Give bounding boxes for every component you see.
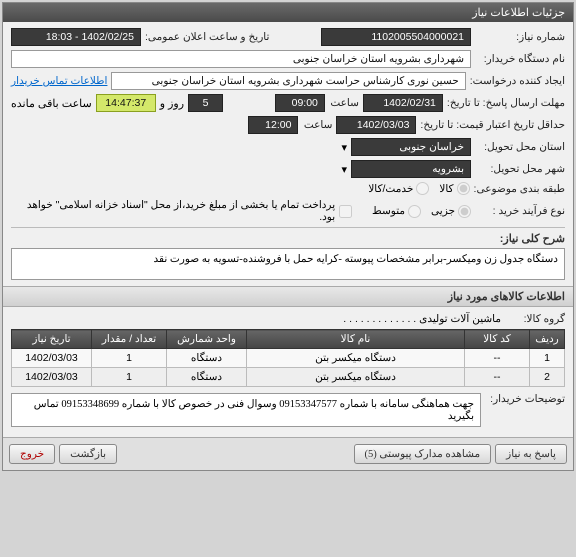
row-validity: حداقل تاریخ اعتبار قیمت: تا تاریخ: 1402/…	[11, 116, 565, 134]
table-header-cell: نام کالا	[247, 330, 465, 349]
footer-buttons: پاسخ به نیاز مشاهده مدارک پیوستی (5) باز…	[3, 437, 573, 470]
row-province: استان محل تحویل: خراسان جنوبی ▾	[11, 138, 565, 156]
table-row[interactable]: 2--دستگاه میکسر بتندستگاه11402/03/03	[12, 368, 565, 387]
announce-field: 1402/02/25 - 18:03	[11, 28, 141, 46]
radio-service[interactable]: خدمت/کالا	[368, 182, 429, 195]
payment-checkbox[interactable]	[339, 205, 352, 218]
items-body: گروه کالا: ماشین آلات تولیدی . . . . . .…	[3, 307, 573, 437]
row-city: شهر محل تحویل: بشرویه ▾	[11, 160, 565, 178]
exit-button[interactable]: خروج	[9, 444, 55, 464]
row-notes: توضیحات خریدار: جهت هماهنگی سامانه با شم…	[11, 393, 565, 427]
table-header-cell: تاریخ نیاز	[12, 330, 92, 349]
dropdown-icon-1[interactable]: ▾	[341, 141, 347, 154]
table-cell: 1	[92, 368, 167, 387]
attachments-button[interactable]: مشاهده مدارک پیوستی (5)	[354, 444, 492, 464]
table-header-cell: ردیف	[530, 330, 565, 349]
need-no-field: 1102005504000021	[321, 28, 471, 46]
dropdown-icon-2[interactable]: ▾	[341, 163, 347, 176]
process-label: نوع فرآیند خرید :	[475, 205, 565, 217]
table-cell: --	[465, 368, 530, 387]
category-radios: کالا خدمت/کالا	[368, 182, 469, 195]
table-cell: 1	[530, 349, 565, 368]
table-header-cell: تعداد / مقدار	[92, 330, 167, 349]
buyer-label: نام دستگاه خریدار:	[475, 53, 565, 65]
table-header-cell: کد کالا	[465, 330, 530, 349]
panel-body: شماره نیاز: 1102005504000021 تاریخ و ساع…	[3, 22, 573, 286]
radio-goods-input[interactable]	[457, 182, 470, 195]
table-row[interactable]: 1--دستگاه میکسر بتندستگاه11402/03/03	[12, 349, 565, 368]
deadline-time: 09:00	[275, 94, 325, 112]
contact-link[interactable]: اطلاعات تماس خریدار	[11, 75, 107, 87]
table-cell: 1	[92, 349, 167, 368]
table-cell: --	[465, 349, 530, 368]
need-no-label: شماره نیاز:	[475, 31, 565, 43]
row-category: طبقه بندی موضوعی: کالا خدمت/کالا	[11, 182, 565, 195]
radio-partial[interactable]: جزیی	[431, 205, 471, 218]
time-label-1: ساعت	[329, 97, 359, 109]
radio-medium-input[interactable]	[408, 205, 421, 218]
category-label: طبقه بندی موضوعی:	[474, 183, 565, 195]
province-label: استان محل تحویل:	[475, 141, 565, 153]
row-group: گروه کالا: ماشین آلات تولیدی . . . . . .…	[11, 313, 565, 325]
validity-date: 1402/03/03	[336, 116, 416, 134]
remaining-text: ساعت باقی مانده	[11, 97, 92, 110]
row-buyer: نام دستگاه خریدار: شهرداری بشرویه استان …	[11, 50, 565, 68]
row-deadline: مهلت ارسال پاسخ: تا تاریخ: 1402/02/31 سا…	[11, 94, 565, 112]
notes-textarea: جهت هماهنگی سامانه با شماره 09153347577 …	[11, 393, 481, 427]
group-label: گروه کالا:	[505, 313, 565, 325]
time-label-2: ساعت	[302, 119, 332, 131]
desc-label: شرح کلی نیاز:	[11, 232, 565, 245]
days-remaining: 5	[188, 94, 223, 112]
buyer-field: شهرداری بشرویه استان خراسان جنوبی	[11, 50, 471, 68]
radio-goods[interactable]: کالا	[439, 182, 469, 195]
items-subheader: اطلاعات کالاهای مورد نیاز	[3, 286, 573, 307]
main-panel: جزئیات اطلاعات نیاز شماره نیاز: 11020055…	[2, 2, 574, 471]
row-need-no: شماره نیاز: 1102005504000021 تاریخ و ساع…	[11, 28, 565, 46]
back-button[interactable]: بازگشت	[59, 444, 117, 464]
process-radios: جزیی متوسط	[372, 205, 471, 218]
deadline-label: مهلت ارسال پاسخ: تا تاریخ:	[447, 97, 565, 109]
creator-field: حسین نوری کارشناس حراست شهرداری بشرویه ا…	[111, 72, 465, 90]
radio-partial-input[interactable]	[458, 205, 471, 218]
province-field: خراسان جنوبی	[351, 138, 471, 156]
panel-title: جزئیات اطلاعات نیاز	[3, 3, 573, 22]
table-cell: دستگاه	[167, 368, 247, 387]
radio-medium[interactable]: متوسط	[372, 205, 421, 218]
items-table: ردیفکد کالانام کالاواحد شمارشتعداد / مقد…	[11, 329, 565, 387]
table-cell: دستگاه	[167, 349, 247, 368]
announce-label: تاریخ و ساعت اعلان عمومی:	[145, 31, 269, 43]
table-header-cell: واحد شمارش	[167, 330, 247, 349]
time-remaining: 14:47:37	[96, 94, 156, 112]
validity-time: 12:00	[248, 116, 298, 134]
payment-text: پرداخت تمام یا بخشی از مبلغ خرید،از محل …	[11, 199, 335, 223]
reply-button[interactable]: پاسخ به نیاز	[495, 444, 567, 464]
desc-textarea: دستگاه جدول زن ومیکسر-برابر مشخصات پیوست…	[11, 248, 565, 280]
city-label: شهر محل تحویل:	[475, 163, 565, 175]
deadline-date: 1402/02/31	[363, 94, 443, 112]
row-creator: ایجاد کننده درخواست: حسین نوری کارشناس ح…	[11, 72, 565, 90]
notes-label: توضیحات خریدار:	[485, 393, 565, 405]
validity-label: حداقل تاریخ اعتبار قیمت: تا تاریخ:	[420, 119, 565, 131]
days-text: روز و	[160, 97, 184, 110]
group-val: ماشین آلات تولیدی . . . . . . . . . . . …	[343, 313, 501, 325]
row-process: نوع فرآیند خرید : جزیی متوسط پرداخت تمام…	[11, 199, 565, 223]
table-cell: 2	[530, 368, 565, 387]
table-cell: 1402/03/03	[12, 368, 92, 387]
table-cell: دستگاه میکسر بتن	[247, 349, 465, 368]
table-cell: 1402/03/03	[12, 349, 92, 368]
creator-label: ایجاد کننده درخواست:	[470, 75, 565, 87]
table-cell: دستگاه میکسر بتن	[247, 368, 465, 387]
payment-checkbox-row: پرداخت تمام یا بخشی از مبلغ خرید،از محل …	[11, 199, 352, 223]
city-field: بشرویه	[351, 160, 471, 178]
table-head: ردیفکد کالانام کالاواحد شمارشتعداد / مقد…	[12, 330, 565, 349]
table-body: 1--دستگاه میکسر بتندستگاه11402/03/032--د…	[12, 349, 565, 387]
radio-service-input[interactable]	[416, 182, 429, 195]
